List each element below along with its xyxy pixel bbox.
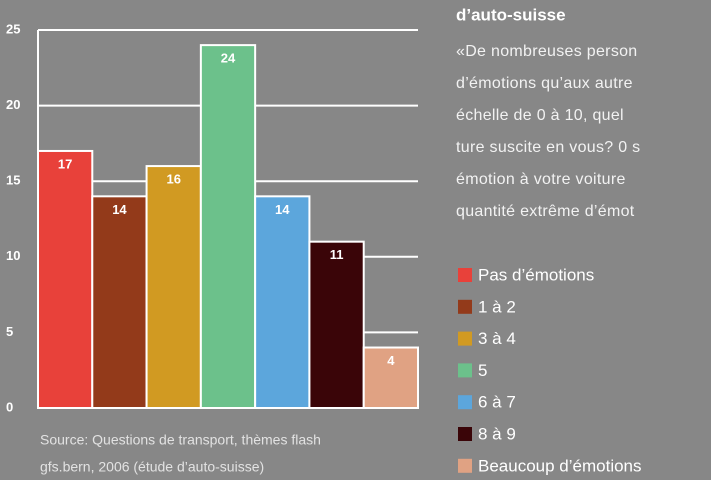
- body-text: émotion à votre voiture: [456, 171, 626, 188]
- y-tick-label: 25: [6, 21, 20, 36]
- body-text: ture suscite en vous? 0 s: [456, 139, 640, 156]
- y-tick-label: 5: [6, 324, 13, 339]
- bar: [308, 240, 365, 409]
- legend-label: 8 à 9: [478, 424, 516, 443]
- bar: [145, 165, 202, 409]
- legend-label: Beaucoup d’émotions: [478, 456, 642, 475]
- y-tick-label: 15: [6, 173, 20, 188]
- value-label: 17: [58, 156, 72, 171]
- bar: [199, 44, 257, 410]
- legend-swatch: [458, 458, 472, 473]
- body-text: quantité extrême d’émot: [456, 203, 635, 220]
- legend-swatch: [458, 331, 472, 346]
- y-tick-label: 10: [6, 248, 20, 263]
- legend-label: 3 à 4: [478, 329, 516, 348]
- chart-title: d’auto-suisse: [456, 5, 566, 24]
- body-text: «De nombreuses person: [456, 43, 638, 60]
- value-label: 11: [330, 247, 344, 262]
- legend-swatch: [458, 268, 472, 282]
- value-label: 4: [387, 353, 395, 368]
- value-label: 14: [112, 202, 127, 217]
- body-text: d’émotions qu’aux autre: [456, 75, 633, 92]
- value-label: 16: [166, 172, 180, 187]
- legend-label: 1 à 2: [478, 297, 516, 316]
- y-tick-label: 0: [6, 399, 13, 414]
- value-label: 14: [275, 202, 290, 217]
- source: Source: Questions de transport, thèmes f…: [40, 432, 321, 448]
- legend-swatch: [458, 395, 472, 410]
- bar: [91, 195, 148, 409]
- bar: [362, 346, 420, 409]
- legend-swatch: [458, 427, 472, 441]
- bar: [254, 195, 311, 409]
- legend-label: 5: [478, 361, 487, 380]
- y-tick-label: 20: [6, 97, 20, 112]
- source: gfs.bern, 2006 (étude d’auto-suisse): [40, 459, 264, 475]
- legend-swatch: [458, 363, 472, 378]
- bar: [37, 149, 94, 410]
- legend-swatch: [458, 299, 472, 314]
- legend-label: 6 à 7: [478, 393, 516, 412]
- legend-label: Pas d’émotions: [478, 265, 594, 284]
- body-text: échelle de 0 à 10, quel: [456, 107, 624, 124]
- value-label: 24: [221, 51, 236, 66]
